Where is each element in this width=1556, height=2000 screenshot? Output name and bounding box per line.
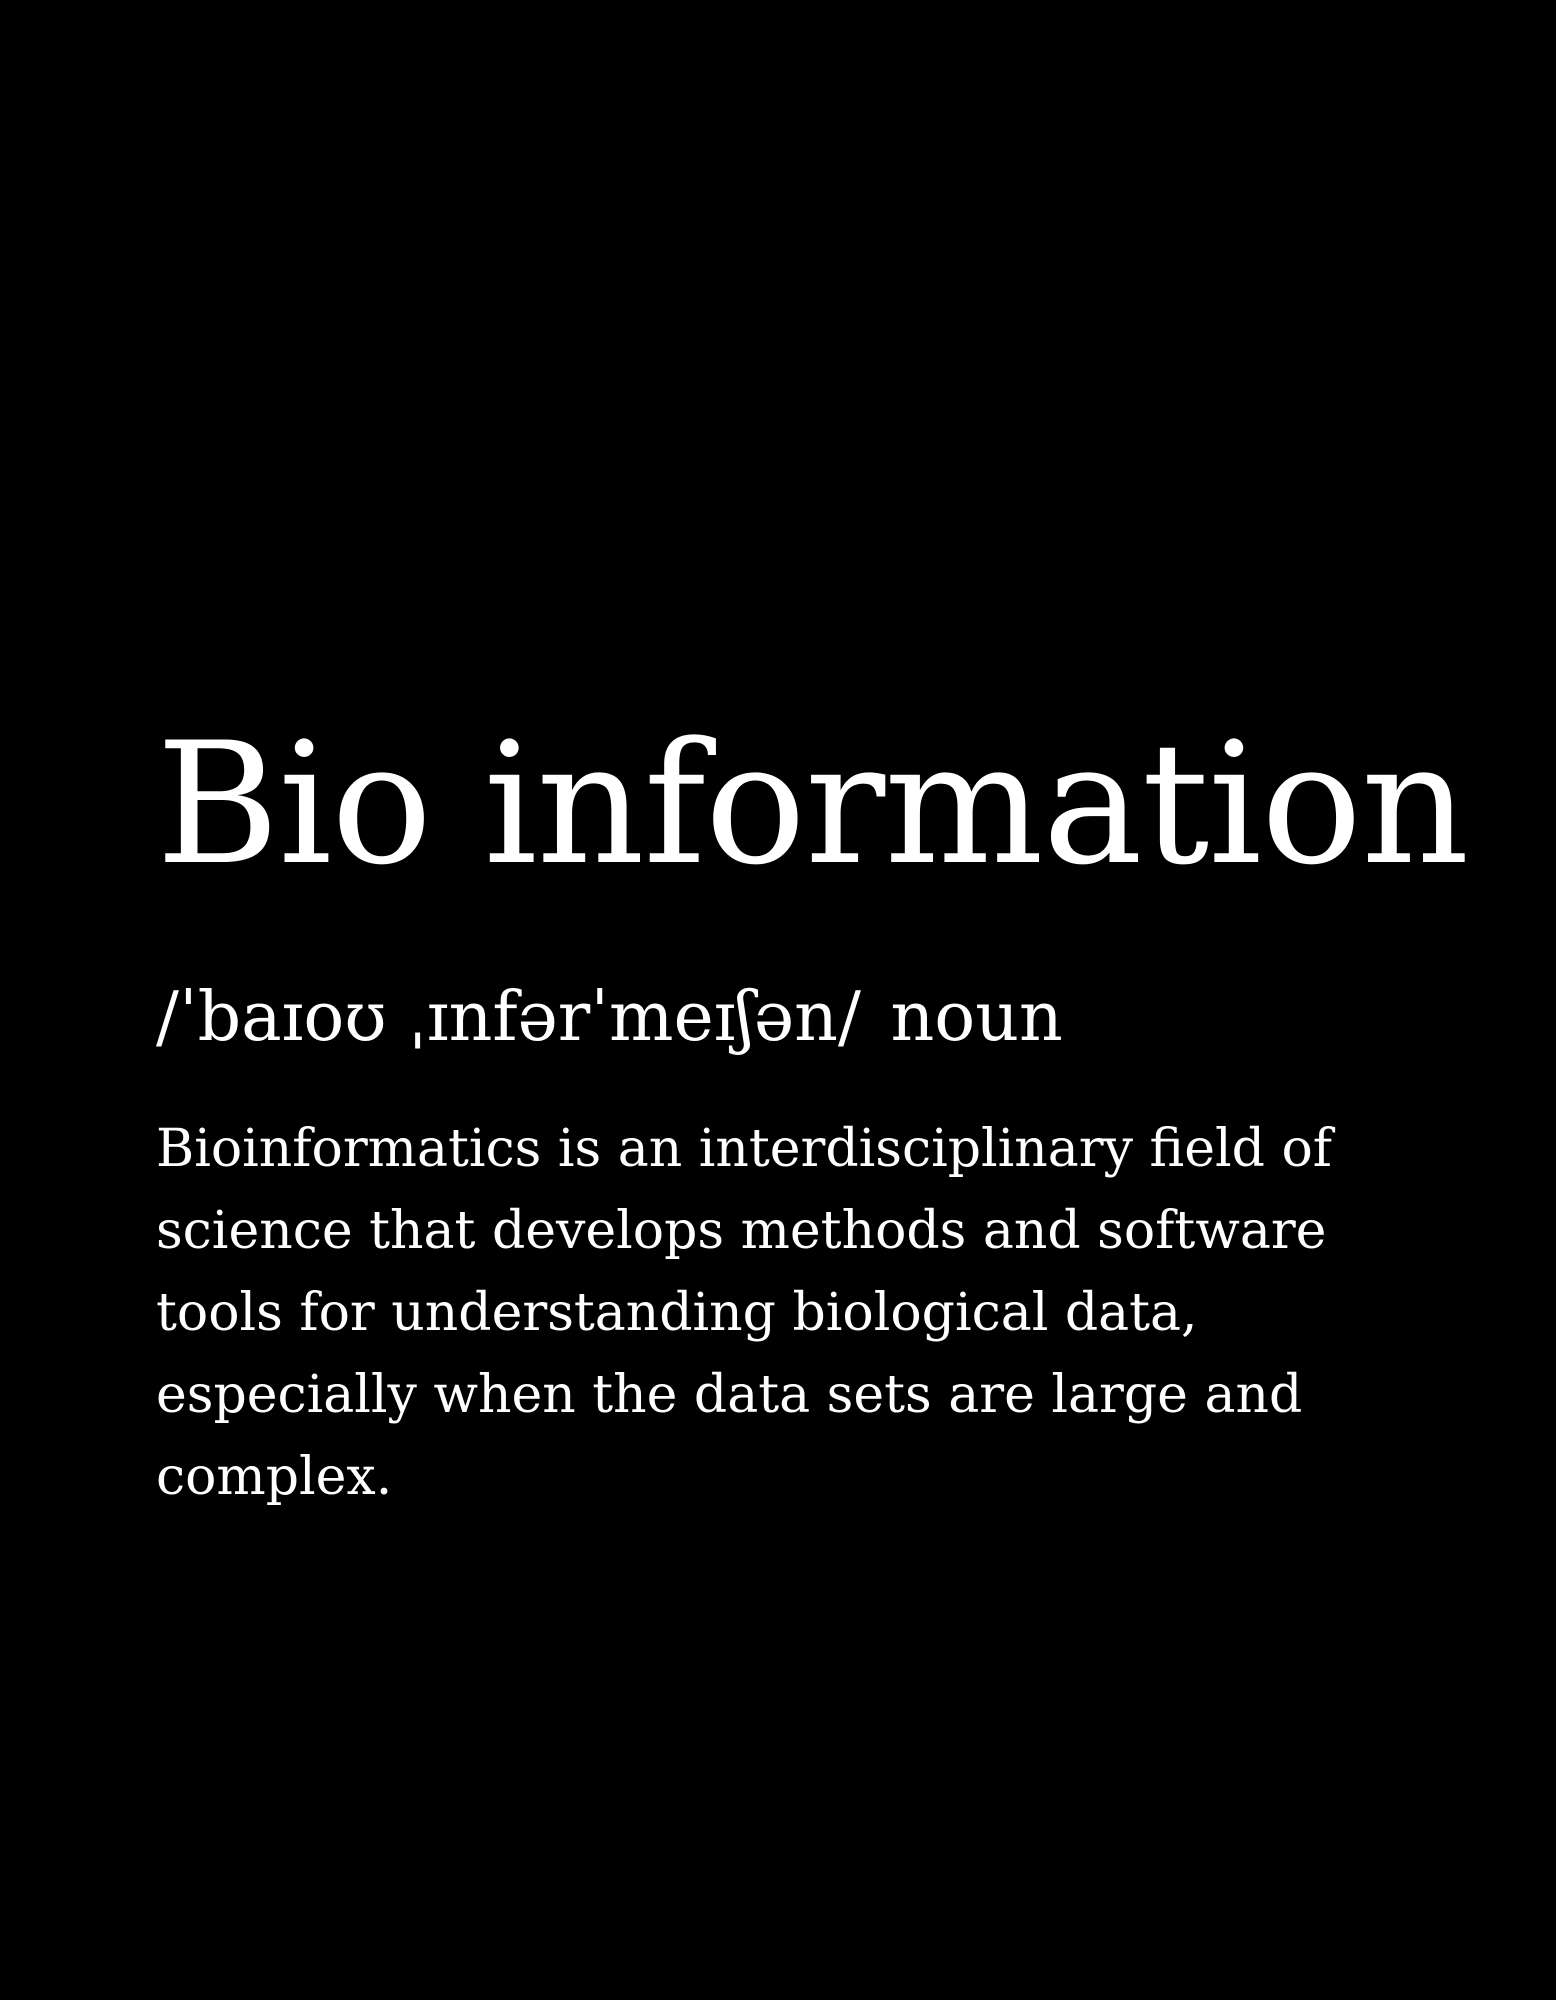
definition-card: Bio information /ˈbaɪoʊ ˌɪnfərˈmeɪʃən/ n… — [156, 706, 1469, 1570]
pronunciation-line: /ˈbaɪoʊ ˌɪnfərˈmeɪʃən/ noun — [156, 984, 1406, 1052]
part-of-speech: noun — [890, 978, 1063, 1057]
term-title: Bio information — [156, 706, 1469, 902]
definition-text: Bioinformatics is an interdisciplinary f… — [156, 1119, 1332, 1507]
pronunciation: /ˈbaɪoʊ ˌɪnfərˈmeɪʃən/ — [156, 978, 861, 1057]
